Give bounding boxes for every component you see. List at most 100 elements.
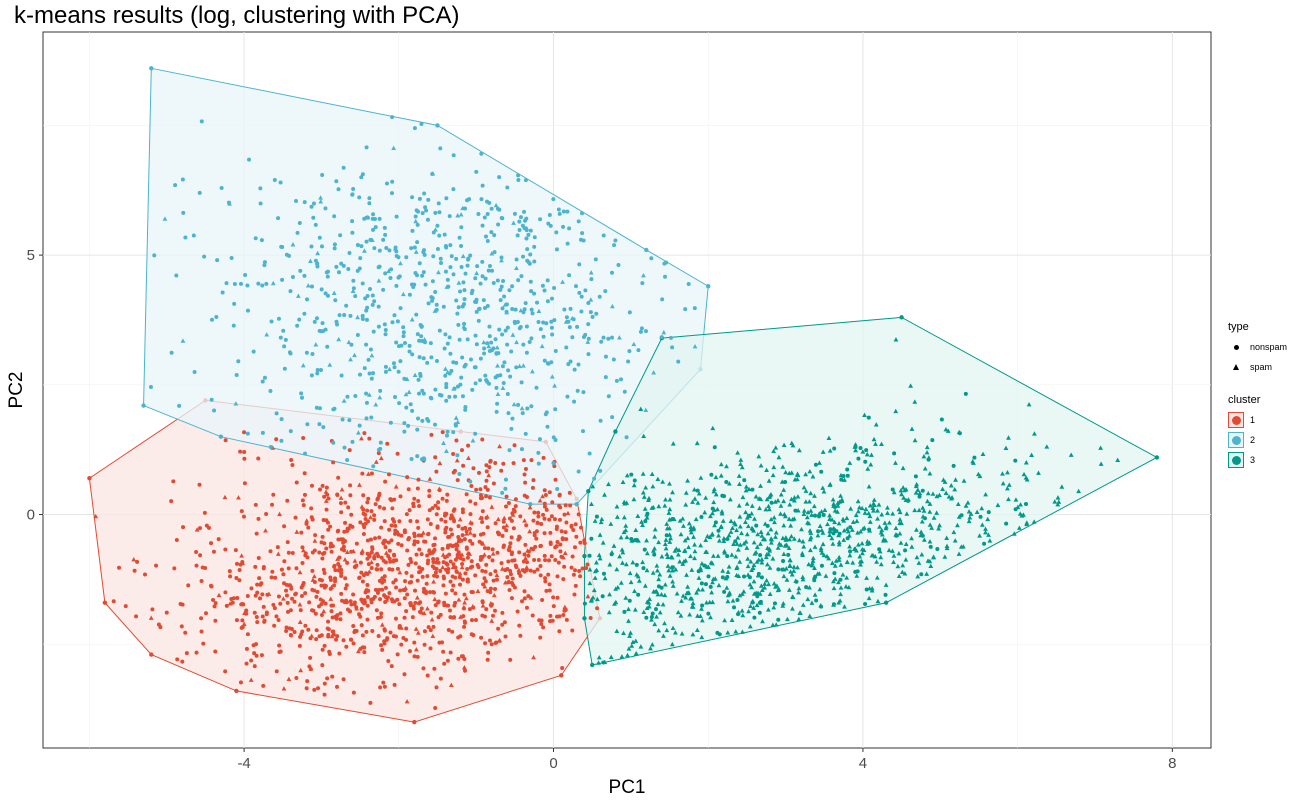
point-spam <box>796 589 801 595</box>
point-nonspam <box>627 598 632 603</box>
point-spam <box>710 553 716 558</box>
chart-title: k-means results (log, clustering with PC… <box>14 2 460 29</box>
point-spam <box>511 220 516 225</box>
point-nonspam <box>487 381 492 386</box>
point-spam <box>631 482 637 488</box>
point-nonspam <box>446 603 451 608</box>
point-nonspam <box>334 264 339 269</box>
point-spam <box>699 606 704 611</box>
point-spam <box>773 445 779 450</box>
point-nonspam <box>332 246 337 251</box>
point-nonspam <box>451 452 456 457</box>
point-spam <box>895 563 901 569</box>
point-nonspam <box>532 259 537 264</box>
point-spam <box>430 633 436 639</box>
point-nonspam <box>262 260 267 265</box>
point-nonspam <box>445 277 450 282</box>
point-nonspam <box>459 244 464 249</box>
point-nonspam <box>456 305 461 310</box>
point-nonspam <box>429 295 434 300</box>
point-nonspam <box>174 273 179 278</box>
point-nonspam <box>440 640 445 645</box>
point-spam <box>921 508 927 513</box>
point-nonspam <box>391 552 396 557</box>
point-nonspam <box>612 243 617 248</box>
point-spam <box>609 550 615 555</box>
point-spam <box>956 514 962 519</box>
point-spam <box>838 591 843 597</box>
point-nonspam <box>468 479 473 484</box>
point-nonspam <box>276 594 281 599</box>
point-nonspam <box>640 281 645 286</box>
point-spam <box>448 682 454 688</box>
point-nonspam <box>725 554 730 559</box>
point-nonspam <box>239 509 244 514</box>
point-spam <box>979 522 985 527</box>
point-nonspam <box>383 600 388 605</box>
point-nonspam <box>544 588 549 593</box>
point-nonspam <box>397 625 402 630</box>
point-nonspam <box>268 549 273 554</box>
point-spam <box>816 511 822 516</box>
point-nonspam <box>361 522 366 527</box>
point-nonspam <box>706 574 711 579</box>
point-spam <box>737 592 743 598</box>
point-spam <box>800 602 806 607</box>
point-spam <box>644 512 650 517</box>
point-nonspam <box>387 548 392 553</box>
point-nonspam <box>408 402 413 407</box>
point-nonspam <box>487 334 492 339</box>
point-nonspam <box>542 553 547 558</box>
point-nonspam <box>503 328 508 333</box>
legend-item-cluster-2: 2 <box>1228 430 1260 450</box>
point-spam <box>820 449 826 454</box>
point-nonspam <box>406 487 411 492</box>
point-spam <box>618 580 624 585</box>
point-nonspam <box>415 486 420 491</box>
point-spam <box>686 520 692 526</box>
point-spam <box>499 566 505 571</box>
point-spam <box>455 213 461 218</box>
point-spam <box>729 552 735 557</box>
point-nonspam <box>538 573 543 578</box>
point-spam <box>786 516 792 521</box>
point-nonspam <box>240 559 245 564</box>
point-nonspam <box>417 565 422 570</box>
point-nonspam <box>409 457 414 462</box>
point-nonspam <box>476 565 481 570</box>
point-spam <box>801 511 807 516</box>
point-spam <box>489 251 495 256</box>
point-spam <box>294 529 300 534</box>
point-nonspam <box>346 526 351 531</box>
point-nonspam <box>558 542 563 547</box>
point-nonspam <box>512 443 517 448</box>
point-spam <box>739 464 745 470</box>
point-spam <box>328 596 334 601</box>
point-spam <box>626 618 631 623</box>
point-nonspam <box>292 630 297 635</box>
point-nonspam <box>402 376 407 381</box>
point-nonspam <box>441 583 446 588</box>
point-nonspam <box>419 606 424 611</box>
point-spam <box>952 486 958 492</box>
point-nonspam <box>468 512 473 517</box>
point-spam <box>626 606 631 612</box>
point-nonspam <box>273 575 278 580</box>
point-spam <box>688 527 694 532</box>
point-nonspam <box>245 431 250 436</box>
hull-vertex <box>1154 455 1160 460</box>
point-nonspam <box>490 558 495 563</box>
point-spam <box>808 534 814 540</box>
point-spam <box>684 590 690 595</box>
point-nonspam <box>853 569 858 574</box>
point-spam <box>93 513 99 519</box>
point-spam <box>815 532 821 538</box>
point-spam <box>899 491 904 497</box>
point-nonspam <box>530 485 535 490</box>
point-nonspam <box>576 469 581 474</box>
point-spam <box>692 548 698 554</box>
point-nonspam <box>310 284 315 289</box>
point-nonspam <box>259 238 264 243</box>
point-nonspam <box>553 557 558 562</box>
point-spam <box>688 530 694 535</box>
